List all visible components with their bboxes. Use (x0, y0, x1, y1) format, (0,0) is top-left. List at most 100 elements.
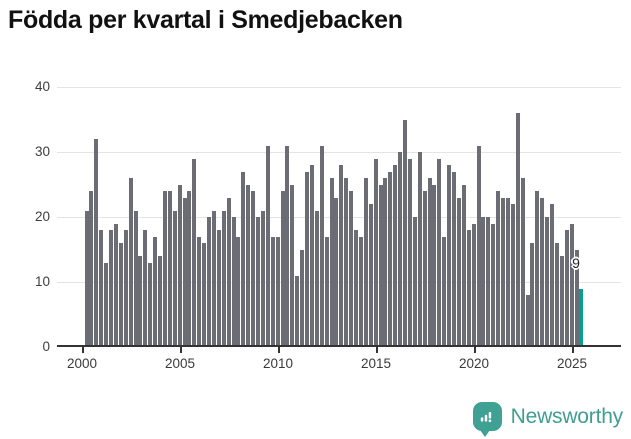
bar-2015-q1 (378, 184, 383, 347)
bar-2011-q3 (309, 165, 314, 347)
bar-2019-q2 (461, 184, 466, 347)
gridline-20 (57, 217, 621, 218)
bar-2004-q1 (162, 191, 167, 347)
bar-2006-q2 (207, 217, 211, 347)
bar-2019-q1 (456, 197, 461, 347)
bar-2008-q2 (246, 184, 251, 347)
x-tick-2005 (180, 347, 182, 353)
bar-2003-q4 (158, 256, 162, 347)
bar-2012-q4 (334, 197, 339, 347)
bar-2008-q1 (241, 171, 246, 347)
bar-2009-q4 (275, 236, 280, 347)
bar-2001-q2 (109, 230, 113, 347)
bar-2005-q1 (182, 197, 187, 347)
bar-2009-q1 (260, 210, 265, 347)
x-tick-label-2025: 2025 (556, 356, 588, 371)
bar-2018-q1 (437, 158, 442, 347)
bar-2012-q2 (324, 236, 329, 347)
bar-2006-q3 (211, 210, 216, 347)
bar-2007-q1 (221, 210, 226, 347)
bar-2013-q1 (339, 165, 344, 347)
bar-2001-q3 (113, 223, 118, 347)
bar-2016-q4 (412, 217, 417, 347)
bar-2021-q1 (496, 191, 501, 347)
x-tick-label-2020: 2020 (458, 356, 490, 371)
bar-2003-q3 (153, 236, 158, 347)
y-tick-label-20: 20 (34, 209, 50, 224)
bar-2017-q2 (422, 191, 427, 347)
bar-2006-q1 (202, 243, 207, 347)
bar-2016-q2 (403, 119, 407, 347)
y-tick-label-30: 30 (34, 144, 50, 159)
gridline-40 (57, 87, 621, 88)
bar-2024-q3 (564, 230, 569, 347)
bar-2022-q1 (515, 113, 520, 347)
bar-2022-q4 (530, 243, 535, 347)
chart-title: Födda per kvartal i Smedjebacken (8, 6, 403, 34)
newsworthy-logo-icon (472, 402, 502, 437)
bar-2023-q4 (550, 204, 554, 347)
bar-2001-q4 (118, 243, 123, 347)
bar-2011-q2 (305, 171, 309, 347)
y-tick-label-40: 40 (34, 79, 50, 94)
bar-2000-q4 (99, 230, 104, 347)
bar-2021-q4 (510, 204, 515, 347)
gridline-10 (57, 282, 621, 283)
bar-2004-q3 (172, 210, 177, 347)
bar-2015-q2 (383, 178, 388, 347)
x-tick-label-2000: 2000 (66, 356, 98, 371)
bar-2022-q2 (520, 178, 525, 347)
bar-2007-q3 (231, 217, 236, 347)
bar-2007-q4 (236, 236, 241, 347)
bar-2010-q3 (290, 184, 295, 347)
bar-2024-q2 (559, 256, 564, 347)
bar-2020-q2 (481, 217, 486, 347)
x-tick-2000 (82, 347, 84, 353)
bar-2012-q1 (319, 145, 324, 347)
bar-2002-q3 (133, 210, 138, 347)
plot-area (57, 87, 621, 347)
bar-2021-q3 (505, 197, 510, 347)
bar-2025-q2 (579, 288, 584, 347)
bar-2024-q4 (569, 223, 574, 347)
bar-2003-q2 (148, 262, 153, 347)
bar-2020-q4 (491, 223, 496, 347)
bar-2013-q4 (354, 230, 358, 347)
x-tick-2010 (278, 347, 280, 353)
bar-2002-q1 (123, 230, 128, 347)
bar-2008-q3 (251, 191, 256, 347)
bar-2015-q4 (393, 165, 398, 347)
bar-2002-q2 (128, 178, 133, 347)
x-tick-2025 (572, 347, 574, 353)
y-tick-label-10: 10 (34, 274, 50, 289)
bar-2014-q2 (363, 178, 368, 347)
bar-2002-q4 (138, 256, 143, 347)
bar-2007-q2 (226, 197, 231, 347)
bar-2023-q1 (535, 191, 540, 347)
mini-barchart-icon (480, 412, 492, 423)
bar-2003-q1 (143, 230, 148, 347)
bar-2020-q1 (476, 145, 481, 347)
bar-2010-q4 (295, 275, 300, 347)
bar-2013-q3 (349, 191, 354, 347)
bar-2000-q3 (94, 139, 99, 347)
bar-2004-q2 (167, 191, 172, 347)
bar-2005-q3 (192, 158, 197, 347)
bar-2014-q1 (358, 236, 363, 347)
bar-2016-q1 (398, 152, 403, 347)
bar-2014-q3 (368, 204, 373, 347)
x-tick-label-2015: 2015 (360, 356, 392, 371)
bar-2020-q3 (486, 217, 491, 347)
bar-2014-q4 (373, 158, 378, 347)
gridline-30 (57, 152, 621, 153)
bar-2024-q1 (554, 243, 559, 347)
bar-2005-q4 (197, 236, 202, 347)
bar-2013-q2 (344, 178, 349, 347)
brand-name: Newsworthy (510, 404, 624, 428)
bar-2019-q3 (466, 230, 471, 347)
bar-2025-q1 (574, 249, 579, 347)
bar-2000-q2 (89, 191, 94, 347)
x-tick-label-2005: 2005 (164, 356, 196, 371)
bar-2012-q3 (329, 178, 334, 347)
